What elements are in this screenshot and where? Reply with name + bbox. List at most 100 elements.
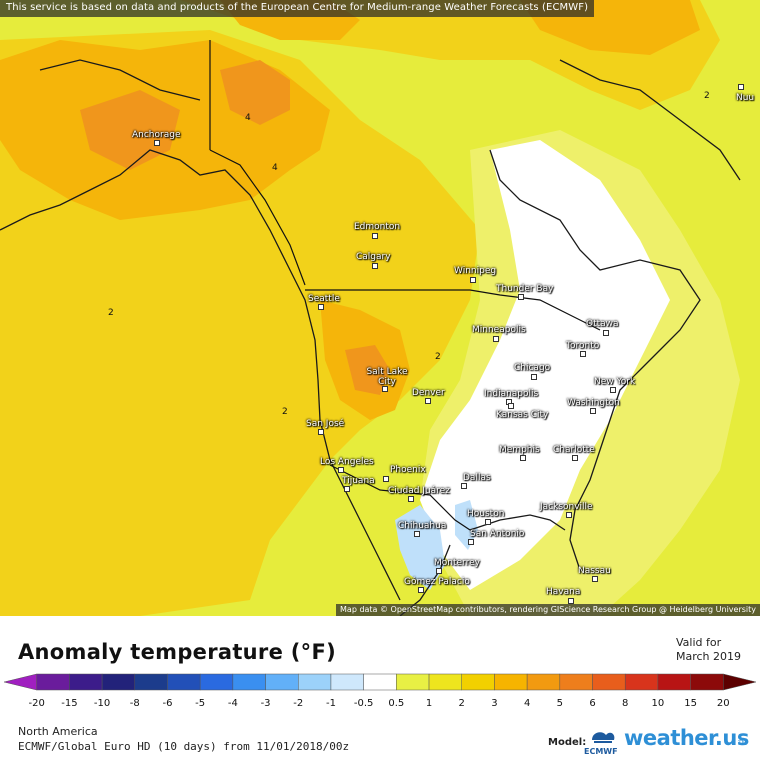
city-label-denver[interactable]: Denver (412, 388, 445, 398)
city-marker (344, 486, 350, 492)
city-label-los-angeles[interactable]: Los Angeles (320, 457, 374, 467)
color-scale-tick: -2 (293, 698, 304, 709)
color-scale-tick: 4 (523, 698, 531, 709)
city-label-calgary[interactable]: Calgary (356, 252, 391, 262)
trademark-mark: TM (738, 740, 747, 747)
city-marker (408, 496, 414, 502)
valid-for: Valid for March 2019 (676, 636, 741, 664)
city-label-san-jose[interactable]: San José (306, 419, 345, 429)
map-canvas (0, 0, 741, 616)
ecmwf-logo-text: ECMWF (584, 747, 618, 756)
city-marker (592, 576, 598, 582)
contour-label: 2 (435, 352, 441, 362)
city-label-chihuahua[interactable]: Chihuahua (398, 521, 447, 531)
city-marker (425, 398, 431, 404)
city-marker (610, 387, 616, 393)
color-scale-tick: 1 (425, 698, 433, 709)
city-label-memphis[interactable]: Memphis (499, 445, 540, 455)
city-label-kansas-city[interactable]: Kansas City (496, 410, 549, 420)
ecmwf-attribution: This service is based on data and produc… (0, 0, 595, 17)
city-marker (738, 84, 744, 90)
city-marker (383, 476, 389, 482)
contour-label: 2 (282, 407, 288, 417)
color-swatch (363, 673, 397, 691)
city-label-indianapolis[interactable]: Indianapolis (484, 389, 539, 399)
color-scale-tick: 3 (491, 698, 498, 709)
color-scale-tick: 10 (651, 698, 665, 709)
city-label-tijuana[interactable]: Tijuana (342, 476, 375, 486)
city-marker (318, 429, 324, 435)
color-swatch (526, 673, 561, 691)
city-label-havana[interactable]: Havana (546, 587, 581, 597)
color-scale-tick: -15 (61, 698, 78, 709)
city-marker (470, 277, 476, 283)
contour-label: 4 (245, 113, 251, 123)
city-label-seattle[interactable]: Seattle (308, 294, 340, 304)
city-label-anchorage[interactable]: Anchorage (132, 130, 181, 140)
city-label-phoenix[interactable]: Phoenix (390, 465, 426, 475)
osm-attribution[interactable]: Map data © OpenStreetMap contributors, r… (336, 604, 760, 616)
color-swatch (3, 673, 37, 691)
color-swatch (265, 673, 299, 691)
color-scale-tick: 0.5 (388, 698, 405, 709)
color-scale-tick: -4 (227, 698, 238, 709)
model-label: Model: (548, 737, 587, 748)
color-scale-tick: -6 (162, 698, 173, 709)
color-swatch (559, 673, 593, 691)
city-label-thunder-bay[interactable]: Thunder Bay (496, 284, 554, 294)
city-label-dallas[interactable]: Dallas (463, 473, 491, 483)
city-label-new-york[interactable]: New York (594, 377, 636, 387)
color-scale-tick: 20 (716, 698, 730, 709)
weather-us-logo[interactable]: weather.us (624, 726, 749, 750)
city-label-salt-lake-city[interactable]: Salt Lake City (366, 367, 408, 387)
city-marker (372, 233, 378, 239)
city-marker (461, 483, 467, 489)
city-marker (520, 455, 526, 461)
color-scale-tick: -1 (325, 698, 336, 709)
color-swatch (69, 673, 103, 691)
city-marker (566, 512, 572, 518)
color-swatch (134, 673, 168, 691)
color-scale-tick: 8 (622, 698, 629, 709)
ecmwf-logo-icon (592, 732, 615, 743)
city-label-nassau[interactable]: Nassau (578, 566, 611, 576)
city-marker (590, 408, 596, 414)
color-swatch (690, 673, 724, 691)
anomaly-field-negative-2 (455, 500, 478, 550)
city-label-ciudad-juarez[interactable]: Ciudad Juárez (388, 486, 450, 496)
city-marker (414, 531, 420, 537)
city-label-toronto[interactable]: Toronto (566, 341, 600, 351)
city-marker (580, 351, 586, 357)
city-label-ottawa[interactable]: Ottawa (586, 319, 619, 329)
city-label-monterrey[interactable]: Monterrey (434, 558, 480, 568)
city-label-gomez-palacio[interactable]: Gómez Palacio (404, 577, 470, 587)
city-label-washington[interactable]: Washington (567, 398, 620, 408)
anomaly-field-4-5 (80, 90, 180, 170)
color-scale-tick: -8 (129, 698, 140, 709)
city-label-minneapolis[interactable]: Minneapolis (472, 325, 526, 335)
city-label-charlotte[interactable]: Charlotte (553, 445, 595, 455)
color-swatch (101, 673, 136, 691)
color-scale-tick: -10 (93, 698, 111, 709)
color-swatch (428, 673, 462, 691)
city-label-houston[interactable]: Houston (467, 509, 505, 519)
city-marker (603, 330, 609, 336)
color-swatch (36, 673, 70, 691)
city-label-edmonton[interactable]: Edmonton (354, 222, 401, 232)
anomaly-field-near-zero (420, 140, 670, 590)
color-scale-tick: 2 (458, 698, 465, 709)
color-swatch (592, 673, 626, 691)
city-marker (418, 587, 424, 593)
color-scale-tick: -0.5 (353, 698, 374, 709)
anomaly-field-4-5-yukon (220, 60, 290, 125)
city-label-chicago[interactable]: Chicago (514, 363, 551, 373)
city-label-winnipeg[interactable]: Winnipeg (454, 266, 497, 276)
color-swatch (494, 673, 528, 691)
city-label-nuuk[interactable]: Nuu (736, 93, 755, 103)
color-scale-tick: -20 (28, 698, 45, 709)
forecast-map[interactable]: This service is based on data and produc… (0, 0, 760, 616)
city-label-jacksonville[interactable]: Jacksonville (540, 502, 593, 512)
city-label-san-antonio[interactable]: San Antonio (470, 529, 525, 539)
color-swatch (396, 673, 430, 691)
anomaly-field-4-5-utah (345, 345, 390, 395)
